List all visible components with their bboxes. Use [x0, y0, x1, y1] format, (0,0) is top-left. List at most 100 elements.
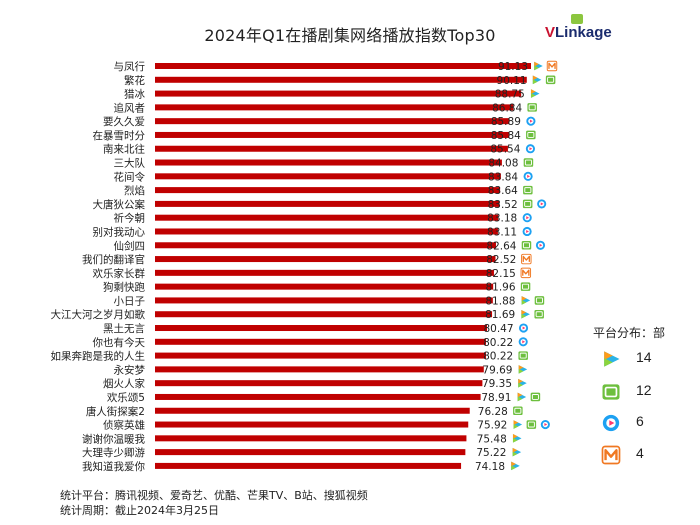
mango-icon: [601, 445, 621, 465]
footer-period: 统计周期：截止2024年3月25日: [60, 504, 219, 517]
category-label: 谢谢你温暖我: [82, 432, 145, 445]
value-label: 82.15: [486, 268, 516, 280]
youku-icon: [518, 323, 529, 333]
iqiyi-icon: [527, 103, 537, 112]
iqiyi-icon: [530, 392, 541, 402]
bar: [155, 173, 501, 180]
legend-count: 6: [636, 413, 644, 429]
category-label: 如果奔跑是我的人生: [51, 350, 146, 363]
bar: [155, 214, 499, 221]
youku-icon: [525, 144, 535, 154]
value-label: 83.18: [487, 213, 517, 225]
bar: [155, 200, 500, 207]
youku-icon: [522, 213, 532, 223]
category-label: 侦察英雄: [103, 419, 145, 432]
value-label: 81.88: [485, 295, 515, 307]
iqiyi-icon: [521, 240, 532, 250]
tencent-icon: [512, 434, 522, 443]
bar: [155, 421, 469, 428]
category-label: 花间令: [114, 170, 146, 183]
iqiyi-icon: [534, 296, 545, 305]
category-label: 别对我动心: [93, 225, 146, 238]
mango-icon: [546, 60, 558, 72]
bar: [155, 297, 493, 304]
tencent-icon: [534, 61, 543, 71]
value-label: 91.13: [498, 61, 528, 73]
iqiyi-icon: [523, 158, 534, 167]
value-label: 88.75: [495, 89, 525, 101]
iqiyi-icon: [534, 309, 544, 319]
category-label: 繁花: [124, 74, 145, 87]
value-label: 86.84: [492, 102, 522, 114]
category-label: 欢乐颂5: [107, 391, 145, 404]
category-label: 我们的翻译官: [82, 253, 145, 266]
bar: [155, 407, 470, 414]
iqiyi-icon: [513, 406, 523, 416]
vlinkage-logo: VLinkage: [545, 14, 612, 41]
value-label: 80.22: [483, 351, 513, 363]
bar: [155, 104, 514, 111]
bar: [155, 435, 467, 442]
category-label: 仙剑四: [114, 239, 146, 252]
tencent-icon: [521, 296, 531, 305]
category-label: 与凤行: [114, 60, 146, 73]
value-label: 75.92: [477, 420, 507, 432]
category-label: 烈焰: [124, 184, 145, 197]
category-label: 南来北往: [103, 143, 145, 156]
value-label: 81.69: [485, 309, 515, 321]
value-label: 85.84: [491, 130, 521, 142]
tencent-icon: [604, 351, 620, 367]
category-label: 我知道我爱你: [82, 460, 145, 473]
iqiyi-icon: [520, 282, 531, 291]
footer-platforms: 统计平台：腾讯视频、爱奇艺、优酷、芒果TV、B站、搜狐视频: [60, 489, 368, 502]
category-label: 大理寺少卿游: [82, 446, 145, 459]
bar: [155, 145, 508, 152]
bar: [155, 338, 486, 345]
category-label: 祈今朝: [114, 212, 146, 225]
value-label: 80.47: [483, 323, 513, 335]
legend-count: 12: [636, 382, 652, 398]
youku-icon: [526, 116, 536, 126]
tencent-icon: [517, 392, 527, 402]
category-label: 大唐狄公案: [93, 198, 146, 211]
bar: [155, 242, 496, 249]
bar: [155, 462, 462, 469]
bar: [155, 283, 494, 290]
value-label: 75.22: [476, 447, 506, 459]
value-label: 84.08: [488, 158, 518, 170]
category-label: 唐人街探案2: [86, 405, 145, 418]
tencent-icon: [532, 75, 542, 85]
value-label: 80.22: [483, 337, 513, 349]
category-label: 大江大河之岁月如歌: [51, 308, 146, 321]
youku-icon: [537, 199, 547, 209]
bar: [155, 393, 481, 400]
value-label: 90.11: [497, 75, 527, 87]
mango-icon: [520, 267, 532, 279]
tencent-icon: [530, 89, 540, 98]
mango-icon: [521, 253, 532, 265]
bar: [155, 159, 502, 166]
tencent-icon: [518, 378, 527, 388]
iqiyi-icon: [526, 420, 537, 429]
iqiyi-icon: [523, 185, 533, 195]
legend-title: 平台分布：部: [593, 326, 666, 340]
bar: [155, 311, 493, 318]
bar: [155, 76, 527, 83]
value-label: 83.11: [487, 226, 517, 238]
bar: [155, 352, 486, 359]
iqiyi-icon: [518, 351, 528, 360]
category-label: 烟火人家: [103, 377, 145, 390]
value-label: 79.69: [482, 364, 512, 376]
youku-icon: [540, 419, 550, 430]
tencent-icon: [521, 309, 530, 319]
bar: [155, 118, 510, 125]
tencent-icon: [512, 447, 522, 457]
value-label: 75.48: [477, 433, 507, 445]
value-label: 83.64: [488, 185, 518, 197]
bar: [155, 366, 484, 373]
value-label: 74.18: [475, 461, 505, 473]
iqiyi-icon: [526, 130, 536, 140]
bar: [155, 325, 488, 332]
bar: [155, 228, 498, 235]
